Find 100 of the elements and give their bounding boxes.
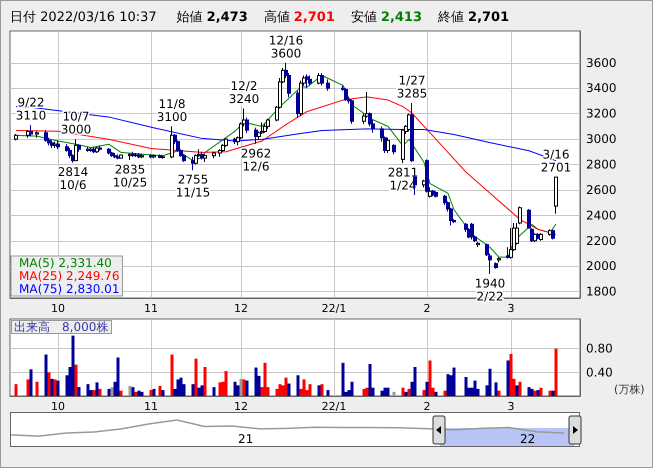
x-tick-label: 2 — [424, 302, 430, 315]
bar — [180, 378, 182, 396]
y-tick-label: 2200 — [586, 234, 617, 248]
bar — [362, 388, 366, 396]
bar — [120, 390, 122, 396]
bar — [488, 368, 492, 396]
bar — [234, 382, 236, 396]
y-axis-title: (万株) — [614, 383, 645, 396]
candlestick — [266, 118, 270, 130]
bar — [326, 390, 330, 396]
bar — [510, 354, 512, 396]
bar — [392, 392, 396, 396]
candlestick — [86, 146, 90, 152]
chart-title: 日付 2022/03/16 10:37 — [10, 10, 157, 25]
x-tick-label: 12 — [234, 302, 248, 315]
annotation: 2835 10/25 — [112, 162, 148, 190]
x-tick-label: 11 — [144, 400, 158, 413]
candlestick — [29, 124, 33, 138]
bar — [152, 388, 156, 396]
candlestick — [254, 127, 258, 144]
y-tick-label: 2000 — [586, 259, 617, 274]
bar — [308, 384, 312, 396]
bar — [554, 348, 558, 396]
bar — [284, 378, 288, 396]
bar — [240, 378, 242, 396]
y-tick-label: 0.80 — [586, 342, 613, 356]
bar — [552, 390, 554, 396]
candlestick — [320, 72, 324, 86]
candlestick — [116, 154, 120, 160]
text: 終値 — [438, 10, 464, 25]
text: 2,701 — [468, 10, 510, 25]
candlestick — [350, 99, 354, 124]
bar — [494, 382, 498, 396]
bar — [128, 386, 132, 396]
bar — [428, 360, 432, 396]
bar — [138, 390, 140, 396]
bar — [264, 362, 266, 396]
candlestick — [128, 152, 132, 161]
candlestick — [50, 140, 54, 148]
annotation: 1/27 3285 — [396, 73, 428, 100]
bar — [170, 354, 174, 396]
bar — [30, 369, 32, 396]
candlestick — [392, 144, 396, 155]
y-tick-label: 3200 — [586, 106, 617, 121]
candlestick — [95, 146, 99, 154]
bar — [140, 392, 144, 396]
bar — [404, 392, 408, 396]
candlestick — [551, 228, 555, 240]
bar — [162, 390, 164, 396]
bar — [44, 354, 48, 396]
bar — [536, 390, 540, 396]
candlestick — [137, 152, 141, 159]
candlestick — [113, 152, 117, 159]
text: MA(75) 2,830.01 — [19, 282, 120, 296]
bar — [108, 388, 110, 396]
bar — [50, 378, 54, 396]
bar — [342, 362, 344, 396]
candlestick — [533, 232, 537, 243]
text: MA(25) 2,249.76 — [19, 269, 120, 283]
bar — [380, 390, 384, 396]
candlestick — [494, 262, 498, 270]
bar — [408, 388, 410, 396]
candlestick — [77, 144, 81, 152]
candlestick — [68, 147, 72, 159]
candlestick — [14, 133, 18, 141]
text: 2,701 — [294, 10, 335, 25]
annotation: 9/22 3110 — [16, 96, 46, 123]
candlestick — [506, 246, 510, 260]
bar — [116, 358, 120, 396]
bar — [72, 336, 74, 396]
bar — [464, 377, 468, 396]
bar — [236, 385, 240, 396]
bar — [150, 390, 152, 396]
bar — [422, 390, 426, 396]
candlestick — [35, 130, 39, 138]
bar — [386, 388, 390, 396]
candlestick — [326, 78, 330, 92]
candlestick — [26, 130, 30, 138]
bar — [254, 368, 258, 396]
bar — [318, 385, 320, 396]
candlestick — [245, 116, 249, 134]
candlestick — [149, 154, 153, 159]
candlestick — [131, 151, 135, 158]
bar — [194, 358, 198, 396]
annotation: 10/7 3000 — [60, 110, 92, 137]
bar — [414, 366, 416, 396]
bar — [278, 384, 282, 396]
bar — [74, 364, 78, 396]
x-tick-label: 10 — [51, 400, 65, 413]
bar — [56, 380, 60, 396]
bar — [434, 392, 438, 396]
bar — [48, 372, 50, 396]
annotation: 12/16 3600 — [268, 33, 304, 60]
y-tick-label: 3400 — [586, 81, 617, 96]
annotation: 21 — [238, 432, 254, 446]
bar — [158, 386, 162, 396]
bar — [506, 360, 510, 396]
annotation: 11/8 3100 — [156, 96, 188, 124]
bar — [242, 379, 246, 396]
candlestick — [434, 190, 438, 198]
